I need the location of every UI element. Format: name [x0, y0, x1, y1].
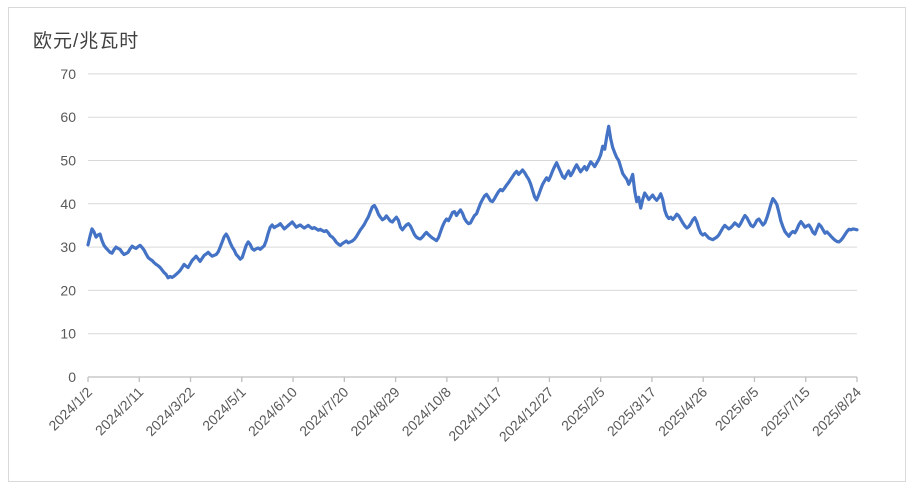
x-axis-tick-label: 2024/3/22: [142, 384, 198, 440]
x-axis-tick-label: 2024/7/20: [296, 384, 352, 440]
x-axis-tick-label: 2024/12/27: [496, 384, 557, 445]
x-axis-tick-label: 2025/6/5: [712, 384, 762, 434]
y-axis-tick-label: 60: [60, 109, 76, 125]
x-axis-tick-label: 2024/6/10: [245, 384, 301, 440]
y-axis-tick-label: 40: [60, 196, 76, 212]
chart-title: 欧元/兆瓦时: [33, 31, 140, 52]
y-axis-tick-label: 50: [60, 153, 76, 169]
x-axis-tick-label: 2025/2/5: [558, 384, 608, 434]
y-axis-tick-label: 0: [68, 369, 76, 385]
x-axis-tick-label: 2025/7/15: [757, 384, 813, 440]
x-axis-tick-label: 2024/1/2: [45, 384, 95, 434]
x-axis-tick-label: 2025/3/17: [604, 384, 660, 440]
y-axis-tick-label: 20: [60, 282, 76, 298]
y-axis-tick-label: 70: [60, 66, 76, 82]
x-axis-tick-label: 2025/8/24: [809, 384, 865, 440]
x-axis-tick-label: 2024/8/29: [347, 384, 403, 440]
y-axis-tick-label: 30: [60, 239, 76, 255]
x-axis-tick-label: 2025/4/26: [655, 384, 711, 440]
x-axis-tick-label: 2024/5/1: [199, 384, 249, 434]
x-axis-tick-label: 2024/2/11: [92, 384, 147, 439]
series-line: [86, 124, 859, 280]
y-axis-tick-label: 10: [60, 326, 76, 342]
chart-card: [8, 7, 906, 482]
